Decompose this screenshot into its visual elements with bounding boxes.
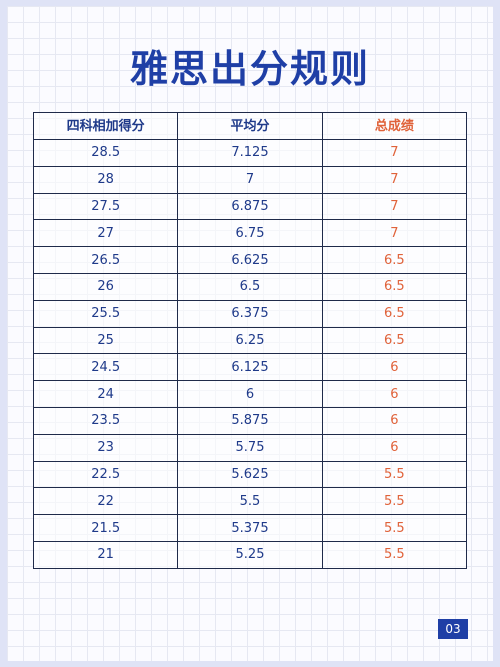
cell-overall-band: 5.5 (321, 487, 468, 516)
column-header-total-score: 四科相加得分 (32, 112, 179, 140)
cell-average-score: 6.125 (177, 353, 323, 382)
cell-average-score: 5.75 (177, 433, 323, 462)
table-row: 21.5 5.375 5.5 (32, 514, 468, 542)
cell-average-score: 6.25 (177, 326, 323, 355)
cell-total-score: 23.5 (32, 406, 179, 435)
cell-overall-band: 7 (321, 165, 468, 194)
table-row: 22 5.5 5.5 (32, 487, 468, 516)
cell-overall-band: 6.5 (321, 326, 468, 355)
cell-overall-band: 5.5 (321, 540, 468, 569)
cell-total-score: 25.5 (32, 299, 179, 328)
cell-total-score: 28 (32, 165, 179, 194)
cell-overall-band: 6 (321, 406, 468, 435)
table-row: 22.5 5.625 5.5 (32, 460, 468, 489)
table-row: 27 6.75 7 (32, 219, 468, 248)
table-header-row: 四科相加得分 平均分 总成绩 (32, 112, 468, 140)
cell-average-score: 6.5 (177, 272, 323, 301)
cell-overall-band: 6.5 (321, 272, 468, 301)
cell-total-score: 25 (32, 326, 179, 355)
table-row: 27.5 6.875 7 (32, 192, 468, 221)
cell-total-score: 21 (32, 540, 179, 569)
cell-total-score: 22.5 (32, 460, 179, 489)
cell-total-score: 23 (32, 433, 179, 462)
cell-average-score: 5.625 (177, 460, 323, 489)
table-row: 23.5 5.875 6 (32, 406, 468, 435)
cell-total-score: 24 (32, 380, 179, 408)
cell-overall-band: 7 (321, 192, 468, 221)
cell-total-score: 22 (32, 487, 179, 516)
cell-total-score: 27 (32, 219, 179, 248)
column-header-overall-band: 总成绩 (321, 112, 468, 140)
cell-total-score: 26 (32, 272, 179, 301)
cell-average-score: 7 (177, 165, 323, 194)
cell-average-score: 6.625 (177, 246, 323, 274)
cell-overall-band: 5.5 (321, 514, 468, 542)
cell-average-score: 7.125 (177, 139, 323, 167)
cell-average-score: 6.75 (177, 219, 323, 248)
table-row: 23 5.75 6 (32, 433, 468, 462)
column-header-average-score: 平均分 (177, 112, 323, 140)
cell-overall-band: 6 (321, 353, 468, 382)
cell-total-score: 21.5 (32, 514, 179, 542)
cell-average-score: 5.25 (177, 540, 323, 569)
score-rules-table: 四科相加得分 平均分 总成绩 28.5 7.125 7 28 7 7 27.5 6.875 7 2… (32, 112, 468, 569)
cell-total-score: 24.5 (32, 353, 179, 382)
table-row: 25 6.25 6.5 (32, 326, 468, 355)
table-row: 26.5 6.625 6.5 (32, 246, 468, 274)
table-row: 28.5 7.125 7 (32, 139, 468, 167)
cell-average-score: 6.375 (177, 299, 323, 328)
cell-total-score: 28.5 (32, 139, 179, 167)
table-row: 28 7 7 (32, 165, 468, 194)
page-title: 雅思出分规则 (129, 47, 370, 91)
cell-average-score: 6 (177, 380, 323, 408)
page-number-badge: 03 (438, 619, 468, 639)
cell-overall-band: 6 (321, 433, 468, 462)
cell-overall-band: 6 (321, 380, 468, 408)
table-row: 21 5.25 5.5 (32, 540, 468, 569)
cell-overall-band: 5.5 (321, 460, 468, 489)
cell-average-score: 5.875 (177, 406, 323, 435)
cell-overall-band: 6.5 (321, 246, 468, 274)
cell-overall-band: 7 (321, 219, 468, 248)
cell-overall-band: 6.5 (321, 299, 468, 328)
table-row: 26 6.5 6.5 (32, 272, 468, 301)
cell-total-score: 26.5 (32, 246, 179, 274)
cell-overall-band: 7 (321, 139, 468, 167)
cell-total-score: 27.5 (32, 192, 179, 221)
cell-average-score: 6.875 (177, 192, 323, 221)
table-row: 25.5 6.375 6.5 (32, 299, 468, 328)
cell-average-score: 5.5 (177, 487, 323, 516)
table-row: 24 6 6 (32, 380, 468, 408)
table-row: 24.5 6.125 6 (32, 353, 468, 382)
cell-average-score: 5.375 (177, 514, 323, 542)
